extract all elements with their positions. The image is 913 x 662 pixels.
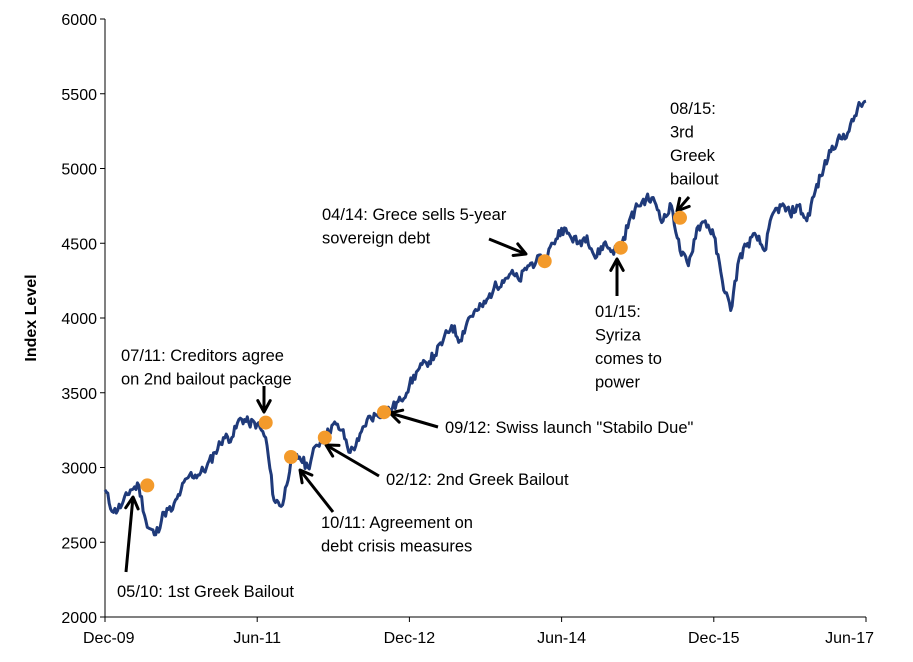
y-tick-label: 2000 bbox=[61, 610, 97, 627]
annotation: 02/12: 2nd Greek Bailout bbox=[317, 430, 569, 489]
annotation-arrowhead bbox=[609, 257, 625, 272]
annotation-text: 07/11: Creditors agree bbox=[121, 347, 284, 365]
event-marker bbox=[377, 405, 391, 420]
annotation-text: power bbox=[595, 374, 640, 392]
event-marker bbox=[140, 478, 155, 493]
annotation: 09/12: Swiss launch "Stabilo Due" bbox=[377, 405, 693, 437]
y-axis-label: Index Level bbox=[23, 274, 40, 361]
event-marker bbox=[284, 450, 298, 464]
annotation-arrowhead bbox=[124, 495, 140, 511]
annotation: 04/14: Grece sells 5-year sovereign debt bbox=[322, 206, 552, 269]
event-marker bbox=[317, 430, 332, 445]
annotation-arrowhead bbox=[298, 468, 314, 485]
y-axis: 2000 2500 3000 3500 4000 4500 5000 5500 6000 bbox=[61, 12, 106, 627]
annotation-text: 02/12: 2nd Greek Bailout bbox=[386, 471, 569, 489]
annotation-arrow bbox=[124, 496, 135, 573]
x-tick-label: Dec-09 bbox=[83, 630, 135, 647]
x-axis: Dec-09 Jun-11 Dec-12 Jun-14 Dec-15 Jun-17 bbox=[83, 616, 874, 647]
annotation: 08/15: 3rd Greek bailout bbox=[670, 100, 719, 225]
annotation-text: 05/10: 1st Greek Bailout bbox=[117, 583, 294, 601]
annotation: 07/11: Creditors agree on 2nd bailout pac… bbox=[121, 347, 292, 430]
y-tick-label: 4000 bbox=[61, 311, 97, 328]
y-tick-label: 6000 bbox=[61, 12, 97, 29]
annotation-text: comes to bbox=[595, 350, 662, 368]
series-line bbox=[103, 99, 867, 537]
y-tick-label: 4500 bbox=[61, 236, 97, 253]
annotation-text: 01/15: bbox=[595, 303, 641, 321]
annotation-text: 08/15: bbox=[670, 100, 716, 118]
y-tick-label: 3000 bbox=[61, 461, 97, 478]
x-tick-label: Dec-12 bbox=[384, 630, 436, 647]
annotation-arrow bbox=[325, 443, 380, 478]
annotation-arrow bbox=[389, 411, 439, 429]
event-marker bbox=[537, 254, 552, 269]
annotation-arrowhead bbox=[511, 242, 528, 257]
annotation: 05/10: 1st Greek Bailout bbox=[117, 478, 294, 601]
annotation-text: 10/11: Agreement on bbox=[321, 514, 473, 532]
annotation-text: 3rd bbox=[670, 124, 694, 142]
annotation-arrowhead bbox=[675, 196, 691, 213]
y-tick-label: 3500 bbox=[61, 386, 97, 403]
annotation-arrow bbox=[298, 469, 335, 513]
annotation-layer: 05/10: 1st Greek Bailout 07/11: Creditors… bbox=[117, 100, 719, 601]
y-tick-label: 5500 bbox=[61, 87, 97, 104]
y-tick-label: 5000 bbox=[61, 162, 97, 179]
annotation-text: sovereign debt bbox=[322, 230, 431, 248]
annotation-arrowhead bbox=[256, 399, 272, 414]
event-marker bbox=[258, 415, 273, 430]
annotation-arrowhead bbox=[324, 443, 341, 458]
annotation-text: bailout bbox=[670, 171, 719, 189]
annotation: 01/15: Syriza comes to power bbox=[595, 240, 662, 392]
annotation: 10/11: Agreement on debt crisis measures bbox=[284, 450, 473, 556]
event-marker bbox=[673, 210, 687, 225]
annotation-arrow bbox=[488, 237, 527, 256]
annotation-text: 04/14: Grece sells 5-year bbox=[322, 206, 507, 224]
y-tick-label: 2500 bbox=[61, 535, 97, 552]
x-tick-label: Dec-15 bbox=[688, 630, 740, 647]
annotation-text: on 2nd bailout package bbox=[121, 371, 292, 389]
x-tick-label: Jun-11 bbox=[233, 630, 281, 647]
annotation-text: Greek bbox=[670, 147, 716, 165]
event-marker bbox=[613, 240, 628, 255]
series-layer bbox=[103, 99, 867, 537]
annotation-text: debt crisis measures bbox=[321, 538, 472, 556]
x-tick-label: Jun-14 bbox=[537, 630, 586, 647]
annotation-text: Syriza bbox=[595, 327, 642, 345]
annotation-text: 09/12: Swiss launch "Stabilo Due" bbox=[445, 419, 693, 437]
x-tick-label: Jun-17 bbox=[825, 630, 874, 647]
